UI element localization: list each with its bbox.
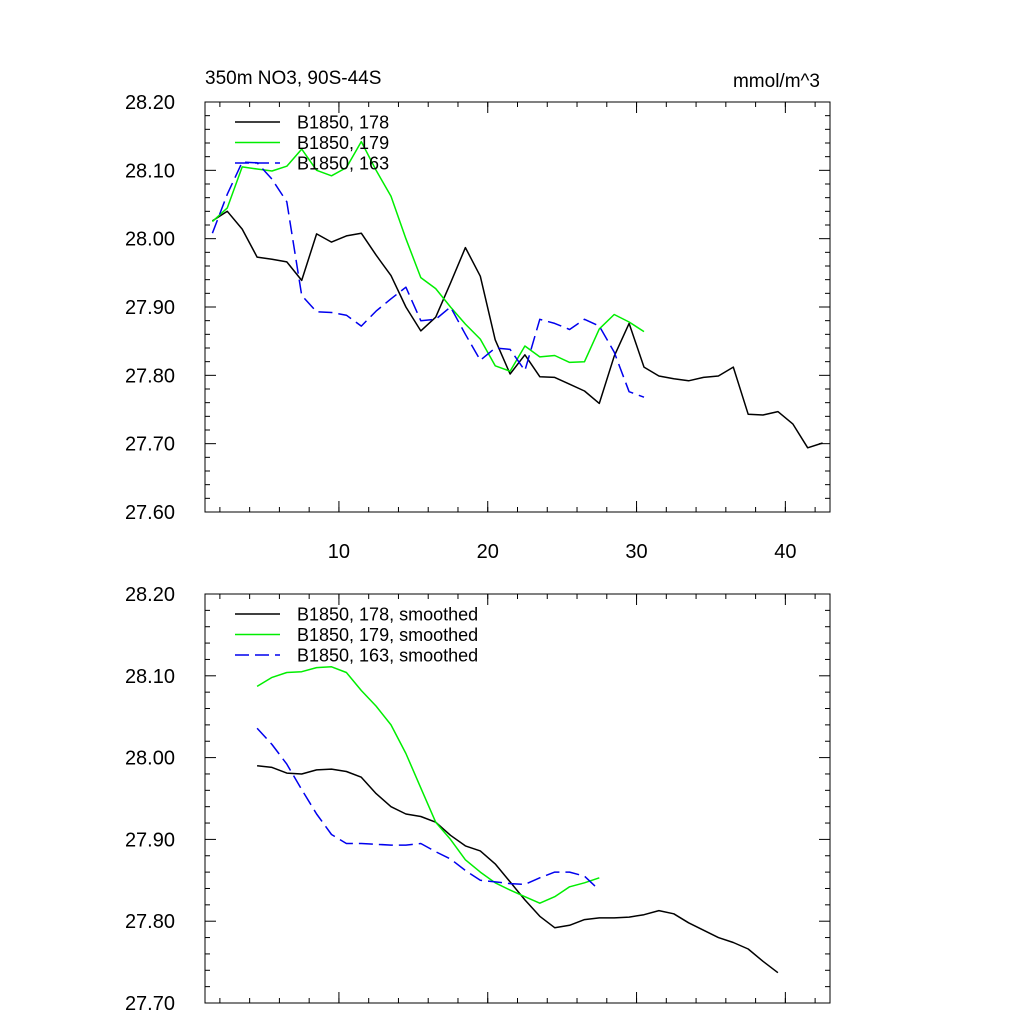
panel-2: 27.70 27.80 27.90 28.00 28.10 28.20 B1850, 178…: [125, 584, 831, 1015]
series-line-3: [211, 161, 645, 398]
y-tick-label: 28.20: [125, 92, 175, 114]
y-tick-label: 28.00: [125, 229, 175, 251]
series-line-3: [256, 727, 600, 891]
units-label: mmol/m^3: [733, 71, 820, 92]
legend-entry-1: B1850, 178: [297, 113, 389, 133]
y-tick-label: 27.80: [125, 911, 175, 933]
y-tick-label: 28.20: [125, 584, 175, 606]
x-tick-label: 20: [477, 541, 499, 563]
panel-1: 10 20 30 40 27.60 27.70 27.80 27.90 28.00 28.10 28…: [125, 68, 831, 563]
series-line-2: [256, 666, 600, 904]
chart-title: 350m NO3, 90S-44S: [205, 68, 381, 89]
y-tick-label: 28.10: [125, 160, 175, 182]
legend-entry-2: B1850, 179, smoothed: [297, 625, 478, 645]
y-tick-label: 27.90: [125, 297, 175, 319]
y-tick-label: 27.70: [125, 993, 175, 1015]
y-tick-label: 27.80: [125, 365, 175, 387]
x-tick-label: 10: [328, 541, 350, 563]
legend-entry-2: B1850, 179: [297, 133, 389, 153]
y-tick-label: 27.90: [125, 829, 175, 851]
y-tick-label: 27.60: [125, 502, 175, 524]
x-tick-label: 40: [774, 541, 796, 563]
x-tick-label: 30: [625, 541, 647, 563]
legend-entry-3: B1850, 163, smoothed: [297, 646, 478, 666]
y-tick-label: 28.10: [125, 666, 175, 688]
y-tick-label: 27.70: [125, 434, 175, 456]
series-line-1: [257, 765, 779, 974]
series-line-1: [211, 210, 823, 449]
legend-entry-1: B1850, 178, smoothed: [297, 605, 478, 625]
legend-entry-3: B1850, 163: [297, 154, 389, 174]
y-tick-label: 28.00: [125, 748, 175, 770]
series-line-2: [211, 140, 645, 372]
